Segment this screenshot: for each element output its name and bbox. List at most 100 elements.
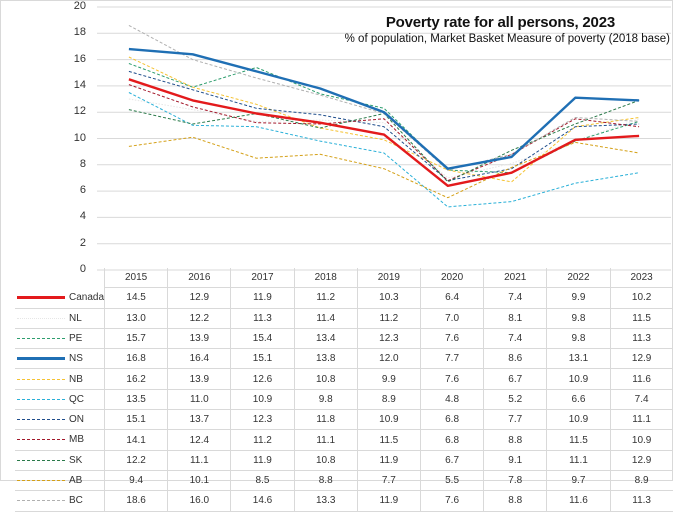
data-label: 9.8 (546, 308, 611, 329)
data-label: 7.6 (419, 368, 484, 390)
legend-entry: NL (15, 308, 105, 329)
y-tick-label: 8 (79, 157, 86, 170)
series-line-ns (128, 47, 640, 170)
legend-label: PE (69, 332, 83, 344)
y-tick-label: 4 (79, 210, 86, 223)
data-label: 12.9 (609, 450, 673, 471)
series-line-on (128, 70, 640, 182)
data-label: 6.4 (419, 287, 484, 309)
table-row: MB 14.1 12.4 11.2 11.1 11.5 6.8 8.8 11.5 10.9 (15, 429, 673, 451)
data-label: 13.4 (293, 328, 358, 350)
data-label: 11.8 (293, 409, 358, 431)
data-label: 10.3 (356, 287, 421, 309)
legend-entry: QC (15, 389, 105, 411)
series-line-pe (128, 63, 640, 174)
legend-label: NB (69, 373, 83, 385)
table-row: SK 12.2 11.1 11.9 10.8 11.9 6.7 9.1 11.1 12.9 (15, 450, 673, 471)
y-tick-label: 20 (73, 0, 86, 12)
legend-swatch (17, 439, 65, 441)
data-label: 11.6 (609, 368, 673, 390)
data-table: 2015 2016 2017 2018 2019 2020 2021 2022 2023 Cana… (15, 268, 673, 512)
x-tick-label: 2021 (483, 268, 547, 289)
data-label: 10.8 (293, 368, 358, 390)
data-label: 14.1 (104, 429, 168, 451)
x-tick-label: 2020 (419, 268, 484, 289)
data-label: 13.1 (546, 348, 611, 370)
table-row: Canada 14.5 12.9 11.9 11.2 10.3 6.4 7.4 9.9 10.2 (15, 287, 673, 309)
chart-subtitle: % of population, Market Basket Measure o… (344, 33, 670, 45)
legend-label: NS (69, 353, 83, 365)
legend-entry: SK (15, 450, 105, 471)
x-tick-label: 2022 (546, 268, 611, 289)
series-line-canada (128, 78, 640, 188)
data-label: 11.3 (230, 308, 295, 329)
data-label: 6.8 (419, 429, 484, 451)
data-label: 11.9 (230, 450, 295, 471)
data-label: 12.0 (356, 348, 421, 370)
series-lines (128, 24, 640, 208)
data-label: 10.9 (546, 409, 611, 431)
data-label: 16.2 (104, 368, 168, 390)
data-label: 11.1 (546, 450, 611, 471)
legend-label: NL (69, 312, 82, 324)
data-label: 8.1 (483, 308, 547, 329)
y-tick-label: 2 (79, 236, 86, 249)
table-row: ON 15.1 13.7 12.3 11.8 10.9 6.8 7.7 10.9 11.1 (15, 409, 673, 431)
y-tick-label: 14 (73, 78, 86, 91)
data-label: 14.6 (230, 490, 295, 512)
data-label: 14.5 (104, 287, 168, 309)
data-label: 13.3 (293, 490, 358, 512)
legend-entry: Canada (15, 287, 105, 309)
legend-swatch (17, 357, 65, 361)
legend-entry: NS (15, 348, 105, 370)
legend-swatch (17, 398, 65, 400)
series-line-nb (128, 56, 640, 183)
data-label: 11.0 (167, 389, 231, 411)
y-tick-label: 18 (73, 26, 86, 39)
data-label: 13.0 (104, 308, 168, 329)
data-label: 8.8 (483, 490, 547, 512)
data-label: 15.1 (230, 348, 295, 370)
data-label: 13.9 (167, 368, 231, 390)
data-label: 12.2 (104, 450, 168, 471)
legend-swatch (17, 317, 65, 319)
legend-label: SK (69, 454, 83, 466)
legend-swatch (17, 337, 65, 339)
data-label: 7.4 (483, 287, 547, 309)
y-tick-label: 0 (79, 263, 86, 275)
data-label: 13.9 (167, 328, 231, 350)
x-tick-label: 2015 (104, 268, 168, 289)
data-label: 11.9 (230, 287, 295, 309)
data-label: 12.3 (356, 328, 421, 350)
data-label: 12.9 (167, 287, 231, 309)
data-label: 13.5 (104, 389, 168, 411)
data-label: 10.9 (609, 429, 673, 451)
data-label: 9.1 (483, 450, 547, 471)
data-label: 13.8 (293, 348, 358, 370)
legend-label: Canada (69, 292, 105, 304)
legend-label: QC (69, 393, 84, 405)
data-label: 8.6 (483, 348, 547, 370)
data-label: 12.2 (167, 308, 231, 329)
data-label: 11.6 (546, 490, 611, 512)
x-tick-label: 2019 (356, 268, 421, 289)
data-label: 7.0 (419, 308, 484, 329)
table-corner (15, 268, 105, 288)
data-label: 10.9 (546, 368, 611, 390)
legend-entry: BC (15, 490, 105, 512)
data-label: 11.1 (293, 429, 358, 451)
data-label: 7.4 (609, 389, 673, 411)
data-label: 11.2 (230, 429, 295, 451)
data-label: 12.9 (609, 348, 673, 370)
y-tick-label: 12 (73, 105, 86, 118)
data-label: 6.7 (483, 368, 547, 390)
chart-title: Poverty rate for all persons, 2023 (385, 14, 615, 31)
data-label: 7.6 (419, 328, 484, 350)
data-label: 13.7 (167, 409, 231, 431)
data-label: 11.5 (609, 308, 673, 329)
legend-swatch (17, 296, 65, 300)
y-tick-label: 6 (79, 184, 86, 197)
data-label: 12.4 (167, 429, 231, 451)
data-label: 15.7 (104, 328, 168, 350)
table-row: NS 16.8 16.4 15.1 13.8 12.0 7.7 8.6 13.1 12.9 (15, 348, 673, 370)
